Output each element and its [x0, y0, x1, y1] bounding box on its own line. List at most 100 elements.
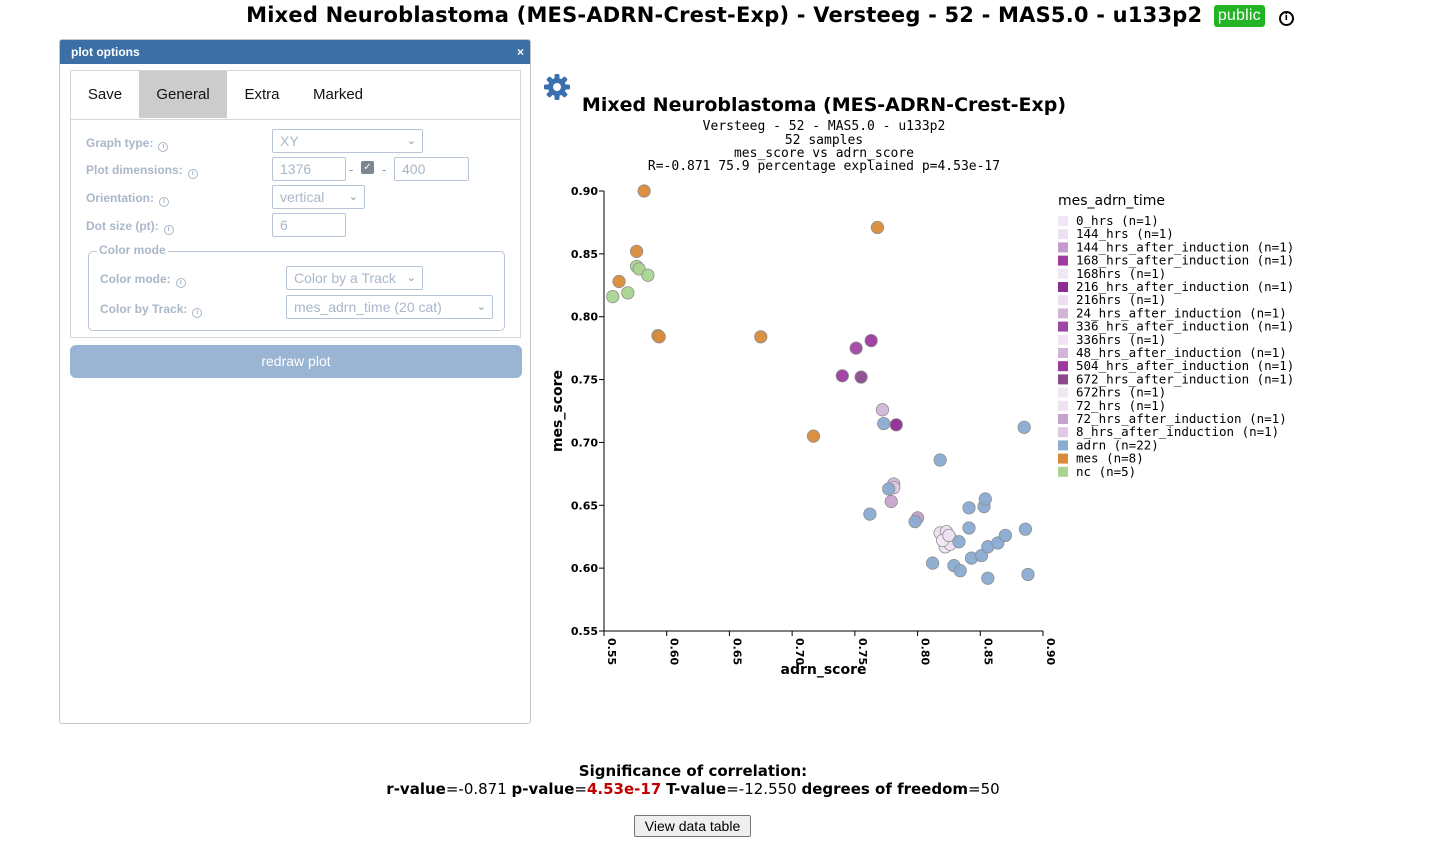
chevron-down-icon: ⌄ [476, 301, 486, 313]
legend-item-label: nc (n=5) [1076, 464, 1136, 479]
view-data-table-button[interactable]: View data table [634, 815, 751, 837]
info-icon[interactable]: i [1278, 11, 1294, 26]
color-by-track-select[interactable]: mes_adrn_time (20 cat) ⌄ [286, 295, 493, 319]
legend-item-label: 216_hrs_after_induction (n=1) [1076, 279, 1294, 294]
legend-swatch [1058, 268, 1068, 279]
y-tick-label: 0.75 [571, 374, 598, 387]
chevron-down-icon: ⌄ [406, 135, 416, 147]
data-point [1018, 522, 1033, 536]
legend-item-label: 24_hrs_after_induction (n=1) [1076, 305, 1287, 320]
chart-subtitle-line: mes_score vs adrn_score [734, 146, 914, 161]
data-point [884, 494, 898, 509]
data-point [952, 535, 966, 549]
redraw-plot-button[interactable]: redraw plot [70, 345, 522, 378]
page-title: Mixed Neuroblastoma (MES-ADRN-Crest-Exp)… [0, 3, 1452, 27]
data-point [981, 571, 995, 585]
data-point [908, 515, 922, 529]
data-point [882, 482, 896, 496]
x-tick-label: 0.65 [730, 638, 743, 665]
x-tick-label: 0.55 [605, 638, 618, 665]
y-tick-label: 0.55 [571, 625, 598, 638]
legend-swatch [1058, 400, 1068, 411]
data-point [926, 556, 940, 570]
width-input[interactable]: 1376 [272, 157, 346, 181]
significance-heading: Significance of correlation: [578, 762, 808, 780]
graph-type-select[interactable]: XY ⌄ [272, 129, 423, 153]
legend-swatch [1058, 334, 1068, 345]
p-value-label: p-value [511, 780, 575, 798]
data-point [1017, 420, 1031, 434]
chart-title: Mixed Neuroblastoma (MES-ADRN-Crest-Exp) [582, 94, 1066, 116]
legend-item-label: 72_hrs (n=1) [1076, 398, 1166, 413]
color-mode-label: Color mode: i [100, 272, 186, 288]
data-point [612, 274, 626, 289]
plot-points [606, 184, 1035, 585]
legend-swatch [1058, 414, 1068, 424]
plot-dimensions-label: Plot dimensions: i [86, 163, 198, 179]
info-icon[interactable]: i [159, 197, 169, 207]
tab-bar: Save General Extra Marked [71, 71, 520, 120]
df-label: degrees of freedom [801, 780, 969, 798]
legend-item-label: 168_hrs_after_induction (n=1) [1076, 253, 1294, 268]
df-value: 50 [980, 780, 1000, 798]
info-icon[interactable]: i [158, 142, 169, 152]
legend-swatch [1058, 308, 1068, 319]
plot-options-panel: plot options × Save General Extra Marked… [59, 39, 531, 724]
x-tick-label: 0.75 [856, 638, 869, 665]
tab-general[interactable]: General [139, 71, 227, 118]
data-point [942, 528, 956, 543]
legend-swatch [1058, 440, 1068, 451]
data-point [864, 334, 878, 348]
tab-save[interactable]: Save [87, 86, 123, 103]
dot-size-input[interactable]: 6 [272, 213, 346, 237]
r-value-label: r-value [386, 780, 446, 798]
chevron-down-icon: ⌄ [348, 191, 358, 203]
data-point [998, 528, 1012, 543]
legend-swatch [1058, 387, 1068, 398]
plot-axes: 0.90 0.85 0.80 0.75 0.70 0.65 0.60 0.55 0.55 0.60… [550, 185, 1057, 678]
public-badge: public [1213, 5, 1265, 27]
data-point [630, 244, 644, 258]
panel-header[interactable]: plot options × [60, 40, 530, 64]
color-mode-select[interactable]: Color by a Track ⌄ [286, 266, 423, 290]
info-icon[interactable]: i [192, 308, 203, 318]
data-point [953, 564, 967, 578]
legend-swatch [1058, 255, 1068, 266]
x-tick-label: 0.90 [1044, 638, 1057, 665]
legend-swatch [1058, 466, 1068, 477]
legend-swatch [1058, 229, 1068, 240]
legend-swatch [1058, 453, 1068, 464]
legend-item-label: 216hrs (n=1) [1076, 292, 1166, 307]
legend-swatch [1058, 361, 1068, 372]
scatter-plot: Mixed Neuroblastoma (MES-ADRN-Crest-Exp)… [550, 94, 1294, 678]
aspect-lock-checkbox[interactable]: ✓ [361, 161, 374, 174]
data-point [754, 330, 768, 344]
orientation-select[interactable]: vertical ⌄ [272, 185, 365, 209]
close-icon[interactable]: × [516, 45, 524, 59]
tab-marked[interactable]: Marked [312, 86, 364, 103]
legend-item-label: 504_hrs_after_induction (n=1) [1076, 358, 1294, 373]
legend-item-label: 144_hrs (n=1) [1076, 226, 1174, 241]
data-point [849, 341, 863, 355]
t-value-label: T-value [666, 780, 727, 798]
y-axis-label: mes_score [550, 370, 566, 452]
y-tick-label: 0.80 [571, 311, 598, 324]
legend-swatch [1058, 427, 1068, 438]
dimension-separator: - [349, 162, 354, 177]
x-tick-label: 0.80 [919, 638, 932, 665]
y-tick-label: 0.60 [571, 562, 598, 575]
legend-item-label: adrn (n=22) [1076, 437, 1159, 452]
panel-title: plot options [71, 45, 140, 59]
y-tick-label: 0.65 [571, 499, 598, 512]
info-icon[interactable]: i [163, 225, 174, 235]
gear-icon[interactable] [543, 73, 571, 101]
info-icon[interactable]: i [175, 278, 186, 288]
r-value: -0.871 [458, 780, 507, 798]
info-icon[interactable]: i [187, 169, 198, 179]
height-input[interactable]: 400 [394, 157, 469, 181]
x-tick-label: 0.85 [981, 638, 994, 665]
data-point [637, 184, 651, 198]
tab-extra[interactable]: Extra [244, 86, 280, 103]
x-tick-label: 0.70 [793, 638, 806, 665]
color-by-track-label: Color by Track: i [100, 302, 203, 318]
